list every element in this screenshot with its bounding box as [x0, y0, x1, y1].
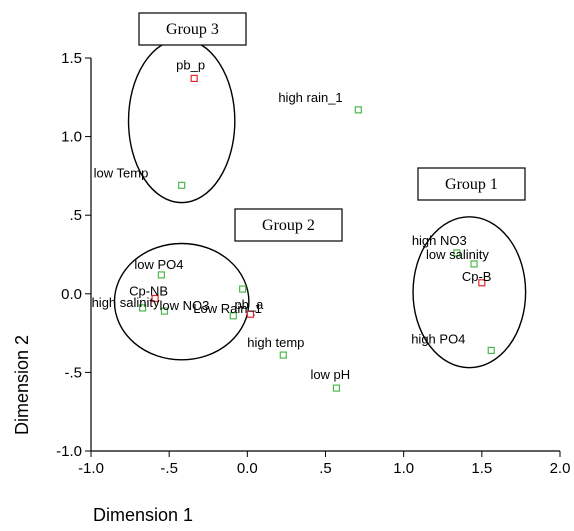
y-tick-label: 1.0 [61, 129, 82, 146]
point-label: Cp-B [462, 269, 492, 284]
group-label: Group 2 [262, 217, 315, 234]
data-point [478, 279, 486, 287]
point-label: low pH [310, 367, 350, 382]
data-point [246, 310, 255, 318]
point-label: Low Rain_1 [193, 301, 262, 316]
data-point [151, 294, 159, 303]
group-label-box [234, 208, 343, 242]
x-tick-label: -1.0 [78, 460, 104, 477]
data-point [279, 351, 287, 359]
x-tick-label: 2.0 [550, 460, 571, 477]
point-label: low Temp [94, 165, 149, 180]
axes [90, 58, 560, 452]
point-label: pb_p [176, 57, 205, 72]
x-tick-label: .5 [319, 460, 332, 477]
point-label: pb_a [234, 297, 264, 312]
y-tick-label: .5 [69, 207, 82, 224]
point-label: low PO4 [134, 257, 183, 272]
x-axis-title: Dimension 1 [93, 505, 193, 525]
point-label: high PO4 [411, 331, 465, 346]
data-point [178, 181, 186, 189]
x-tick-label: 1.5 [471, 460, 492, 477]
data-point [453, 249, 461, 257]
data-point [354, 106, 362, 114]
data-point [239, 285, 247, 293]
point-label: Cp-NB [129, 284, 168, 299]
point-label: high rain_1 [278, 90, 342, 105]
data-point [138, 304, 147, 312]
group-label-box [417, 167, 526, 201]
data-point [332, 384, 341, 392]
point-label: high temp [247, 335, 304, 350]
group-label-box [138, 12, 247, 46]
x-tick-label: -.5 [160, 460, 178, 477]
data-point [190, 74, 198, 83]
group-ellipse [113, 242, 250, 361]
y-tick-label: 0.0 [61, 286, 82, 303]
x-tick-label: 1.0 [393, 460, 414, 477]
y-tick-label: 1.5 [61, 50, 82, 67]
point-label: low salinity [426, 247, 489, 262]
y-tick-label: -.5 [64, 364, 82, 381]
point-label: high salinity [92, 295, 160, 310]
data-point [157, 271, 165, 279]
group-label: Group 3 [166, 21, 219, 38]
data-point [487, 346, 495, 354]
data-point [160, 307, 169, 315]
y-axis-title: Dimension 2 [12, 335, 32, 435]
group-ellipse [412, 216, 527, 369]
group-label: Group 1 [445, 176, 498, 193]
point-label: low NO3 [159, 298, 209, 313]
x-tick-label: 0.0 [237, 460, 258, 477]
data-point [470, 260, 478, 268]
data-point [229, 312, 237, 320]
y-tick-label: -1.0 [56, 443, 82, 460]
point-label: high NO3 [412, 233, 467, 248]
